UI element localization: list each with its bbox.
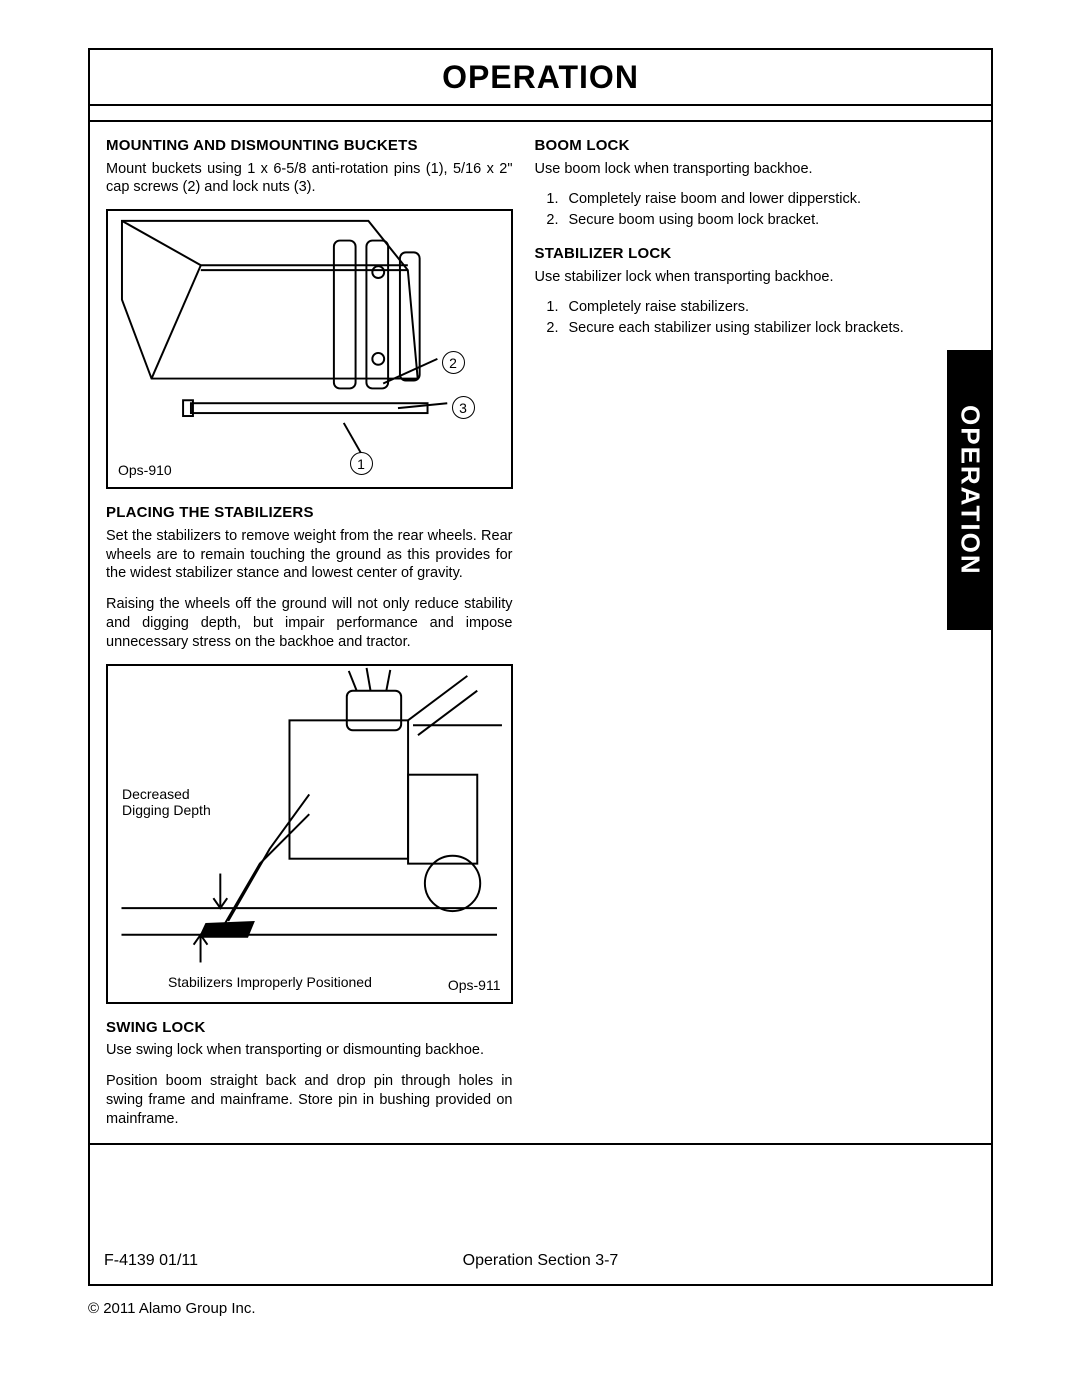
- right-column: BOOM LOCK Use boom lock when transportin…: [535, 136, 942, 1129]
- callout-1: 1: [350, 452, 373, 475]
- list-item: Secure boom using boom lock bracket.: [563, 211, 942, 230]
- side-tab-label: OPERATION: [955, 405, 986, 576]
- figure-label-2: Ops-911: [448, 976, 501, 994]
- left-column: MOUNTING AND DISMOUNTING BUCKETS Mount b…: [106, 136, 513, 1129]
- title-box: OPERATION: [88, 48, 993, 106]
- callout-3: 3: [452, 396, 475, 419]
- para-stabilizer-lock: Use stabilizer lock when transporting ba…: [535, 268, 942, 287]
- para-stab-2: Raising the wheels off the ground will n…: [106, 595, 513, 652]
- footer-section: Operation Section 3-7: [90, 1252, 991, 1270]
- list-item: Secure each stabilizer using stabilizer …: [563, 319, 942, 338]
- heading-stabilizers: PLACING THE STABILIZERS: [106, 503, 513, 523]
- heading-stabilizer-lock: STABILIZER LOCK: [535, 244, 942, 264]
- page-title: OPERATION: [442, 59, 639, 96]
- content-frame: OPERATION MOUNTING AND DISMOUNTING BUCKE…: [88, 120, 993, 1145]
- para-mounting: Mount buckets using 1 x 6-5/8 anti-rotat…: [106, 160, 513, 198]
- page-frame: OPERATION OPERATION MOUNTING AND DISMOUN…: [88, 48, 993, 1286]
- boom-lock-steps: Completely raise boom and lower dipperst…: [535, 190, 942, 230]
- stabilizer-lock-steps: Completely raise stabilizers. Secure eac…: [535, 298, 942, 338]
- heading-mounting: MOUNTING AND DISMOUNTING BUCKETS: [106, 136, 513, 156]
- heading-boom-lock: BOOM LOCK: [535, 136, 942, 156]
- annot-improper: Stabilizers Improperly Positioned: [168, 974, 372, 990]
- side-tab: OPERATION: [947, 350, 993, 630]
- stabilizer-diagram: [108, 666, 511, 1002]
- figure-label: Ops-910: [118, 461, 172, 479]
- heading-swing-lock: SWING LOCK: [106, 1018, 513, 1038]
- figure-ops-911: Decreased Digging Depth Stabilizers Impr…: [106, 664, 513, 1004]
- callout-2: 2: [442, 351, 465, 374]
- annot-decreased-depth: Decreased Digging Depth: [122, 786, 211, 818]
- para-boom: Use boom lock when transporting backhoe.: [535, 160, 942, 179]
- figure-ops-910: 2 3 1 Ops-910: [106, 209, 513, 489]
- para-stab-1: Set the stabilizers to remove weight fro…: [106, 527, 513, 584]
- para-swing-2: Position boom straight back and drop pin…: [106, 1072, 513, 1129]
- copyright: © 2011 Alamo Group Inc.: [88, 1300, 256, 1317]
- list-item: Completely raise boom and lower dipperst…: [563, 190, 942, 209]
- list-item: Completely raise stabilizers.: [563, 298, 942, 317]
- para-swing-1: Use swing lock when transporting or dism…: [106, 1041, 513, 1060]
- bucket-diagram: [108, 211, 511, 487]
